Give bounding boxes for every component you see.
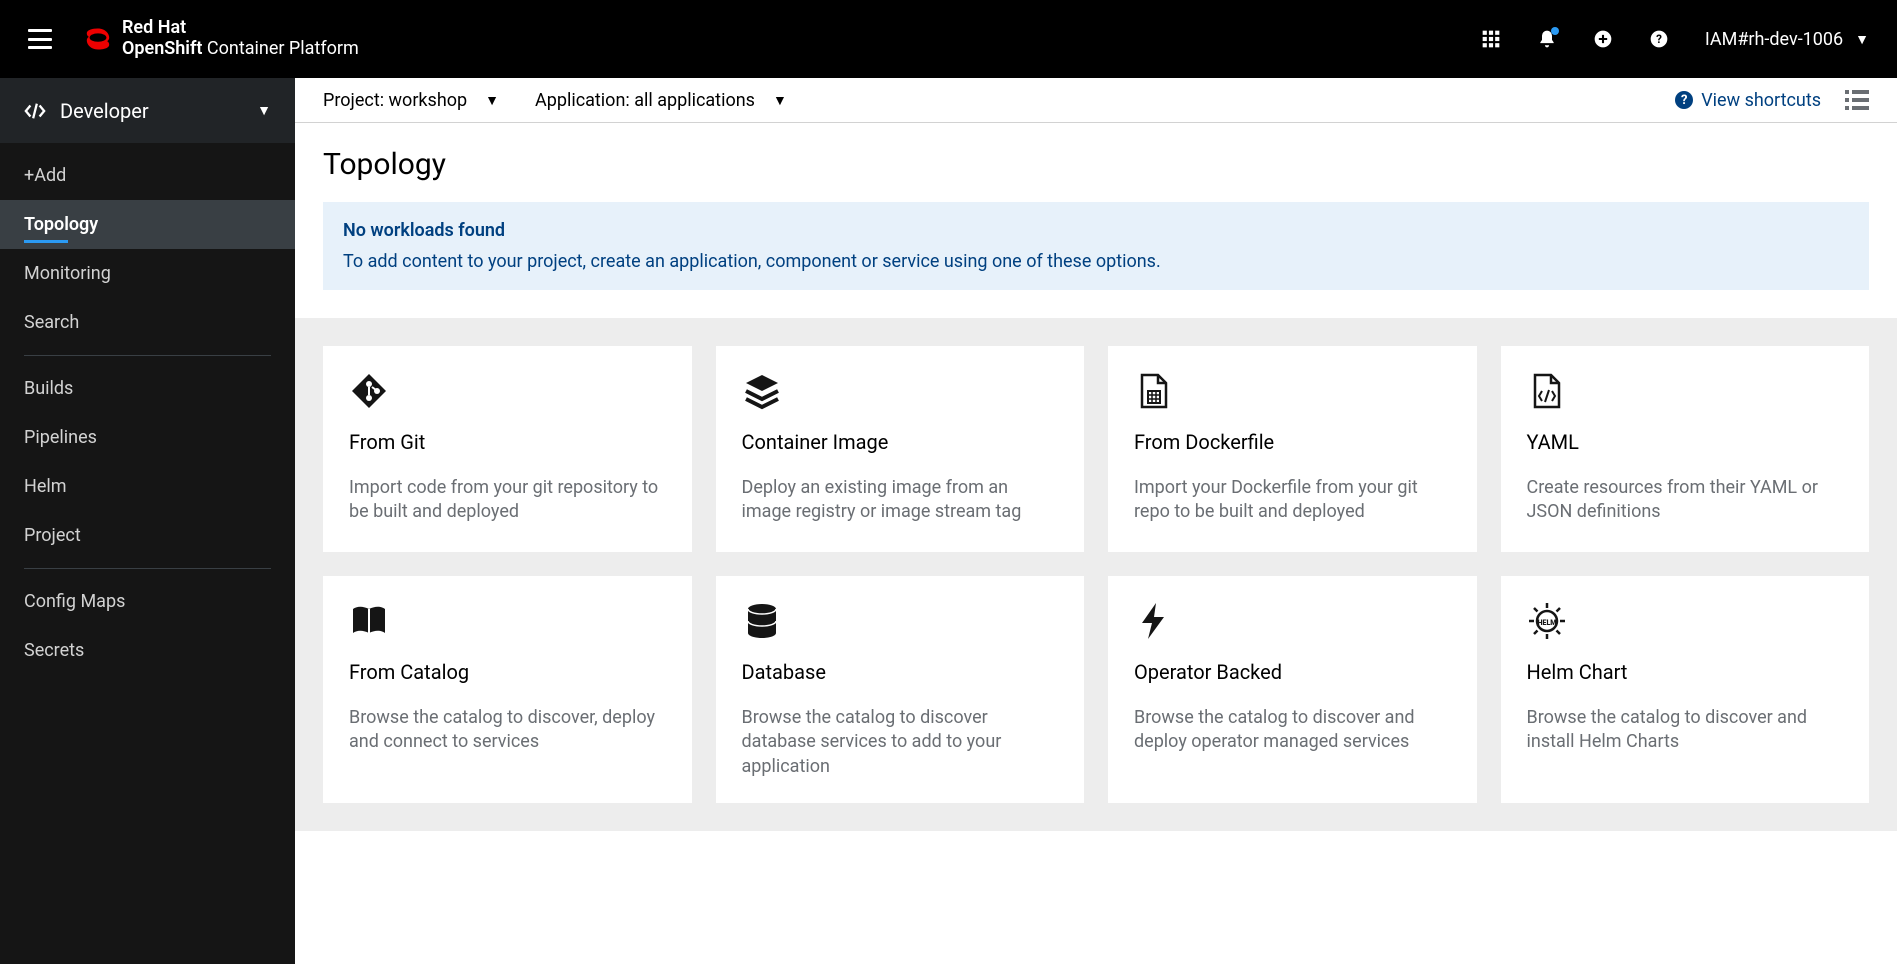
caret-down-icon: ▼ xyxy=(485,92,499,109)
sidebar-item-project[interactable]: Project xyxy=(0,511,295,560)
card-title: Helm Chart xyxy=(1527,660,1844,684)
bolt-icon xyxy=(1134,600,1451,642)
card-container-image[interactable]: Container Image Deploy an existing image… xyxy=(716,346,1085,552)
alert-description: To add content to your project, create a… xyxy=(343,251,1849,272)
caret-down-icon: ▼ xyxy=(257,102,271,119)
card-title: From Dockerfile xyxy=(1134,430,1451,454)
sidebar-item-secrets[interactable]: Secrets xyxy=(0,626,295,675)
card-from-catalog[interactable]: From Catalog Browse the catalog to disco… xyxy=(323,576,692,803)
application-selector-label: Application: all applications xyxy=(535,90,755,111)
brand-logo[interactable]: Red Hat OpenShift Container Platform xyxy=(84,18,359,59)
layers-icon xyxy=(742,370,1059,412)
card-description: Browse the catalog to discover and insta… xyxy=(1527,706,1844,755)
username-label: IAM#rh-dev-1006 xyxy=(1705,29,1843,50)
sidebar-item-add[interactable]: +Add xyxy=(0,151,295,200)
card-description: Browse the catalog to discover and deplo… xyxy=(1134,706,1451,755)
shortcuts-label: View shortcuts xyxy=(1701,90,1821,111)
card-title: Operator Backed xyxy=(1134,660,1451,684)
sidebar-item-pipelines[interactable]: Pipelines xyxy=(0,413,295,462)
sidebar-nav: +Add Topology Monitoring Search Builds P… xyxy=(0,143,295,964)
nav-separator xyxy=(24,355,271,356)
database-icon xyxy=(742,600,1059,642)
card-description: Import code from your git repository to … xyxy=(349,476,666,525)
card-description: Deploy an existing image from an image r… xyxy=(742,476,1059,525)
card-helm-chart[interactable]: HELM Helm Chart Browse the catalog to di… xyxy=(1501,576,1870,803)
sidebar-item-builds[interactable]: Builds xyxy=(0,364,295,413)
brand-line2-bold: OpenShift xyxy=(122,38,202,59)
sidebar-item-search[interactable]: Search xyxy=(0,298,295,347)
redhat-logo-icon xyxy=(84,25,112,53)
card-description: Import your Dockerfile from your git rep… xyxy=(1134,476,1451,525)
brand-line2-rest: Container Platform xyxy=(202,38,358,59)
sidebar: Developer ▼ +Add Topology Monitoring Sea… xyxy=(0,78,295,964)
card-title: From Git xyxy=(349,430,666,454)
caret-down-icon: ▼ xyxy=(1855,31,1869,48)
sidebar-item-topology[interactable]: Topology xyxy=(0,200,295,249)
perspective-switcher[interactable]: Developer ▼ xyxy=(0,78,295,143)
card-title: Container Image xyxy=(742,430,1059,454)
card-database[interactable]: Database Browse the catalog to discover … xyxy=(716,576,1085,803)
card-title: YAML xyxy=(1527,430,1844,454)
sidebar-item-helm[interactable]: Helm xyxy=(0,462,295,511)
sidebar-item-configmaps[interactable]: Config Maps xyxy=(0,577,295,626)
page-title: Topology xyxy=(295,123,1897,202)
alert-title: No workloads found xyxy=(343,220,1849,241)
card-description: Browse the catalog to discover database … xyxy=(742,706,1059,779)
dockerfile-icon xyxy=(1134,370,1451,412)
nav-separator xyxy=(24,568,271,569)
card-title: From Catalog xyxy=(349,660,666,684)
caret-down-icon: ▼ xyxy=(773,92,787,109)
project-selector-label: Project: workshop xyxy=(323,90,467,111)
yaml-icon xyxy=(1527,370,1844,412)
card-operator-backed[interactable]: Operator Backed Browse the catalog to di… xyxy=(1108,576,1477,803)
hamburger-menu-button[interactable] xyxy=(28,29,52,49)
project-selector[interactable]: Project: workshop ▼ xyxy=(323,90,499,111)
card-description: Browse the catalog to discover, deploy a… xyxy=(349,706,666,755)
brand-line1: Red Hat xyxy=(122,18,359,39)
notification-badge xyxy=(1551,27,1559,35)
cards-area: From Git Import code from your git repos… xyxy=(295,318,1897,831)
help-icon[interactable]: ? xyxy=(1649,29,1669,49)
card-description: Create resources from their YAML or JSON… xyxy=(1527,476,1844,525)
helm-icon: HELM xyxy=(1527,600,1844,642)
info-icon: ? xyxy=(1675,91,1693,109)
apps-grid-icon[interactable] xyxy=(1481,29,1501,49)
card-from-dockerfile[interactable]: From Dockerfile Import your Dockerfile f… xyxy=(1108,346,1477,552)
svg-text:?: ? xyxy=(1656,32,1662,46)
user-menu[interactable]: IAM#rh-dev-1006 ▼ xyxy=(1705,29,1869,50)
catalog-icon xyxy=(349,600,666,642)
toolbar: Project: workshop ▼ Application: all app… xyxy=(295,78,1897,123)
list-view-toggle[interactable] xyxy=(1845,89,1869,111)
card-from-git[interactable]: From Git Import code from your git repos… xyxy=(323,346,692,552)
sidebar-item-monitoring[interactable]: Monitoring xyxy=(0,249,295,298)
import-icon[interactable] xyxy=(1593,29,1613,49)
application-selector[interactable]: Application: all applications ▼ xyxy=(535,90,787,111)
svg-text:HELM: HELM xyxy=(1537,619,1556,627)
main-content: Project: workshop ▼ Application: all app… xyxy=(295,78,1897,964)
no-workloads-alert: No workloads found To add content to you… xyxy=(323,202,1869,290)
notifications-icon[interactable] xyxy=(1537,29,1557,49)
card-yaml[interactable]: YAML Create resources from their YAML or… xyxy=(1501,346,1870,552)
cards-grid: From Git Import code from your git repos… xyxy=(323,346,1869,803)
perspective-label: Developer xyxy=(60,99,149,123)
card-title: Database xyxy=(742,660,1059,684)
code-icon xyxy=(24,102,46,120)
top-header: Red Hat OpenShift Container Platform ? I… xyxy=(0,0,1897,78)
git-icon xyxy=(349,370,666,412)
view-shortcuts-link[interactable]: ? View shortcuts xyxy=(1675,90,1821,111)
